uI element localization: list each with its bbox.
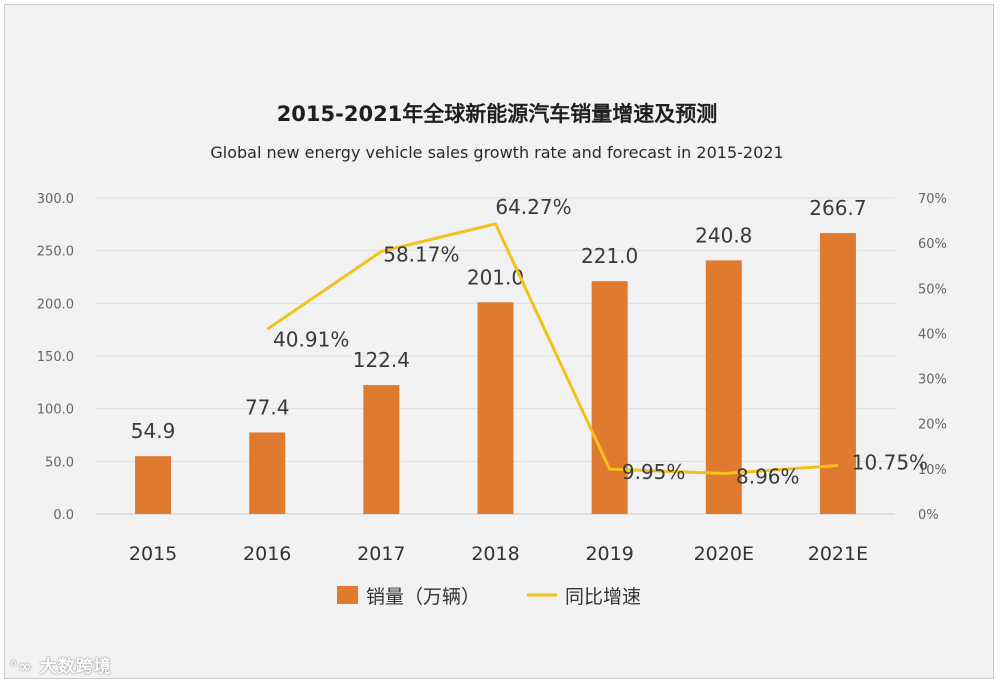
x-tick-label: 2017 bbox=[357, 543, 405, 565]
bar bbox=[591, 281, 628, 514]
x-tick-label: 2015 bbox=[129, 543, 177, 565]
y-axis-left: 0.0 50.0 100.0 150.0 200.0 250.0 300.0 bbox=[37, 192, 74, 523]
legend-line-label: 同比增速 bbox=[565, 586, 641, 608]
y-left-tick-label: 0.0 bbox=[53, 508, 74, 523]
line-value-label: 58.17% bbox=[383, 242, 459, 266]
bar-value-label: 122.4 bbox=[353, 348, 410, 372]
x-tick-label: 2021E bbox=[808, 543, 868, 565]
bar-value-label: 221.0 bbox=[581, 244, 638, 268]
watermark: ᐢ∞ 大数跨境 bbox=[10, 652, 112, 677]
x-axis: 2015 2016 2017 2018 2019 2020E 2021E bbox=[129, 543, 868, 565]
x-tick-label: 2016 bbox=[243, 543, 291, 565]
bar-value-label: 201.0 bbox=[467, 265, 524, 289]
y-axis-right: 0% 10% 20% 30% 40% 50% 60% 70% bbox=[918, 192, 947, 523]
bar bbox=[249, 432, 286, 514]
y-right-tick-label: 30% bbox=[918, 373, 947, 388]
bar-series bbox=[135, 233, 856, 515]
x-tick-label: 2018 bbox=[471, 543, 519, 565]
y-left-tick-label: 100.0 bbox=[37, 403, 74, 418]
bar-value-label: 77.4 bbox=[245, 395, 290, 419]
y-right-tick-label: 60% bbox=[918, 237, 947, 252]
watermark-logo-icon: ᐢ∞ bbox=[10, 657, 33, 677]
bar bbox=[477, 302, 514, 514]
line-labels: 40.91% 58.17% 64.27% 9.95% 8.96% 10.75% bbox=[273, 195, 928, 489]
line-value-label: 64.27% bbox=[495, 195, 571, 219]
y-right-tick-label: 50% bbox=[918, 282, 947, 297]
y-right-tick-label: 0% bbox=[918, 508, 939, 523]
chart-subtitle: Global new energy vehicle sales growth r… bbox=[210, 143, 783, 162]
bar bbox=[363, 385, 400, 514]
watermark-text: 大数跨境 bbox=[39, 657, 112, 677]
legend: 销量（万辆） 同比增速 bbox=[337, 586, 641, 608]
y-right-tick-label: 10% bbox=[918, 463, 947, 478]
bar-value-label: 54.9 bbox=[131, 419, 176, 443]
y-left-tick-label: 250.0 bbox=[37, 245, 74, 260]
y-right-tick-label: 20% bbox=[918, 418, 947, 433]
x-tick-label: 2020E bbox=[694, 543, 754, 565]
line-value-label: 40.91% bbox=[273, 327, 349, 351]
bar bbox=[819, 233, 856, 515]
bar bbox=[135, 456, 172, 514]
legend-bar-swatch bbox=[337, 586, 358, 604]
line-value-label: 8.96% bbox=[736, 465, 800, 489]
bar-labels: 54.9 77.4 122.4 201.0 221.0 240.8 266.7 bbox=[131, 196, 867, 443]
y-right-tick-label: 70% bbox=[918, 192, 947, 207]
line-value-label: 9.95% bbox=[622, 460, 686, 484]
growth-rate-line bbox=[266, 222, 839, 476]
x-tick-label: 2019 bbox=[585, 543, 633, 565]
y-left-tick-label: 50.0 bbox=[45, 455, 74, 470]
legend-bar-label: 销量（万辆） bbox=[366, 586, 480, 608]
line-value-label: 10.75% bbox=[852, 450, 928, 474]
bar-value-label: 266.7 bbox=[809, 196, 866, 220]
y-left-tick-label: 150.0 bbox=[37, 350, 74, 365]
chart-title: 2015-2021年全球新能源汽车销量增速及预测 bbox=[277, 102, 718, 126]
y-right-tick-label: 40% bbox=[918, 327, 947, 342]
y-left-tick-label: 300.0 bbox=[37, 192, 74, 207]
bar-value-label: 240.8 bbox=[695, 223, 752, 247]
line-series bbox=[266, 222, 839, 476]
y-left-tick-label: 200.0 bbox=[37, 297, 74, 312]
